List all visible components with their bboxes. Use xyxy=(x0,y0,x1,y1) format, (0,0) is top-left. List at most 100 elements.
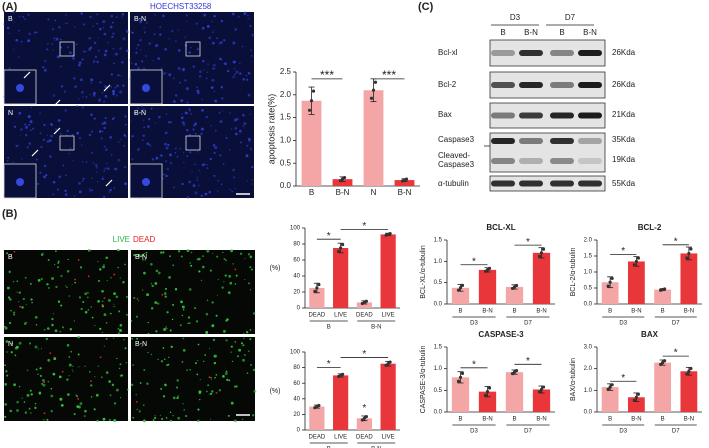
live-cell xyxy=(57,260,60,263)
nucleus xyxy=(89,15,92,19)
dead-cell xyxy=(101,303,104,306)
nucleus xyxy=(109,188,112,192)
live-cell xyxy=(147,351,149,354)
sig-label: * xyxy=(621,246,625,257)
sig-label: * xyxy=(472,359,476,370)
nucleus xyxy=(100,137,103,140)
nucleus xyxy=(103,170,106,172)
nucleus xyxy=(123,144,126,147)
x-tick-label: B xyxy=(458,309,462,315)
dead-cell xyxy=(74,278,76,281)
nucleus xyxy=(111,35,114,39)
nucleus xyxy=(173,186,176,189)
nucleus xyxy=(131,135,134,138)
blot-band xyxy=(491,112,515,119)
x-tick-label: B-N xyxy=(684,417,694,423)
x-tick-label: N xyxy=(371,188,377,197)
y-tick-label: 0.5 xyxy=(280,158,292,167)
data-point xyxy=(608,385,612,389)
x-tick-label: DEAD xyxy=(356,435,373,441)
live-cell xyxy=(218,389,221,392)
nucleus xyxy=(210,124,212,127)
live-cell xyxy=(124,347,127,350)
nucleus xyxy=(75,43,78,46)
live-cell xyxy=(216,294,218,296)
live-cell xyxy=(196,373,199,376)
x-tick-label: DEAD xyxy=(309,435,326,441)
live-cell xyxy=(34,406,37,410)
nucleus xyxy=(212,41,215,45)
nucleus xyxy=(114,167,116,170)
nucleus xyxy=(238,129,242,133)
live-cell xyxy=(26,321,28,323)
live-cell xyxy=(50,387,53,390)
live-cell xyxy=(95,393,99,397)
nucleus xyxy=(246,78,249,81)
nucleus xyxy=(194,122,198,126)
live-cell xyxy=(169,255,171,258)
image-label: B-N xyxy=(134,110,146,117)
live-cell xyxy=(136,337,139,340)
arrow xyxy=(53,127,61,135)
data-point xyxy=(388,360,392,364)
live-cell xyxy=(232,263,234,265)
y-tick-label: 0.0 xyxy=(434,302,443,308)
image-tile xyxy=(4,250,128,334)
live-cell xyxy=(174,288,178,291)
nucleus xyxy=(27,39,31,43)
data-point xyxy=(689,366,693,371)
live-cell xyxy=(37,278,41,282)
nucleus xyxy=(121,13,125,16)
bar xyxy=(601,282,619,304)
live-cell xyxy=(113,303,115,305)
live-cell xyxy=(4,326,8,330)
arrow xyxy=(103,84,111,92)
live-cell xyxy=(66,286,68,289)
nucleus xyxy=(76,105,79,108)
nucleus xyxy=(80,12,84,15)
y-tick-label: 1.0 xyxy=(434,259,443,265)
chart-title: BCL-2 xyxy=(638,223,662,232)
sig-label: * xyxy=(674,348,678,359)
live-cell xyxy=(77,353,80,356)
dead-cell xyxy=(136,297,139,300)
live-cell xyxy=(42,252,44,254)
nucleus xyxy=(56,188,59,191)
nucleus xyxy=(155,156,159,160)
live-cell xyxy=(181,360,184,363)
y-tick-label: 80 xyxy=(293,365,300,371)
live-cell xyxy=(96,419,99,422)
live-cell xyxy=(198,390,202,394)
nucleus xyxy=(203,69,205,71)
live-cell xyxy=(108,418,111,421)
nucleus xyxy=(177,29,180,31)
nucleus xyxy=(59,46,63,49)
sig-label: * xyxy=(327,231,331,242)
data-point xyxy=(610,276,614,281)
blot-band xyxy=(578,112,602,119)
nucleus xyxy=(220,19,224,23)
image-tile xyxy=(131,250,255,334)
nucleus xyxy=(239,72,242,75)
nucleus xyxy=(167,143,170,147)
live-cell xyxy=(171,303,175,307)
nucleus xyxy=(231,12,235,16)
nucleus xyxy=(185,87,189,91)
blot-band xyxy=(578,50,602,56)
live-cell xyxy=(34,402,37,405)
live-cell xyxy=(141,258,144,261)
nucleus xyxy=(43,123,46,127)
live-cell xyxy=(35,368,38,371)
live-cell xyxy=(46,418,49,421)
live-cell xyxy=(60,304,63,307)
nucleus xyxy=(46,140,50,143)
nucleus xyxy=(94,55,98,59)
nucleus xyxy=(57,119,61,122)
stain-label: DEAD xyxy=(133,235,155,244)
nucleus xyxy=(50,134,53,138)
live-cell xyxy=(48,287,50,289)
live-cell xyxy=(6,351,8,353)
nucleus xyxy=(109,136,113,139)
live-cell xyxy=(119,277,121,279)
arrow xyxy=(31,149,39,157)
